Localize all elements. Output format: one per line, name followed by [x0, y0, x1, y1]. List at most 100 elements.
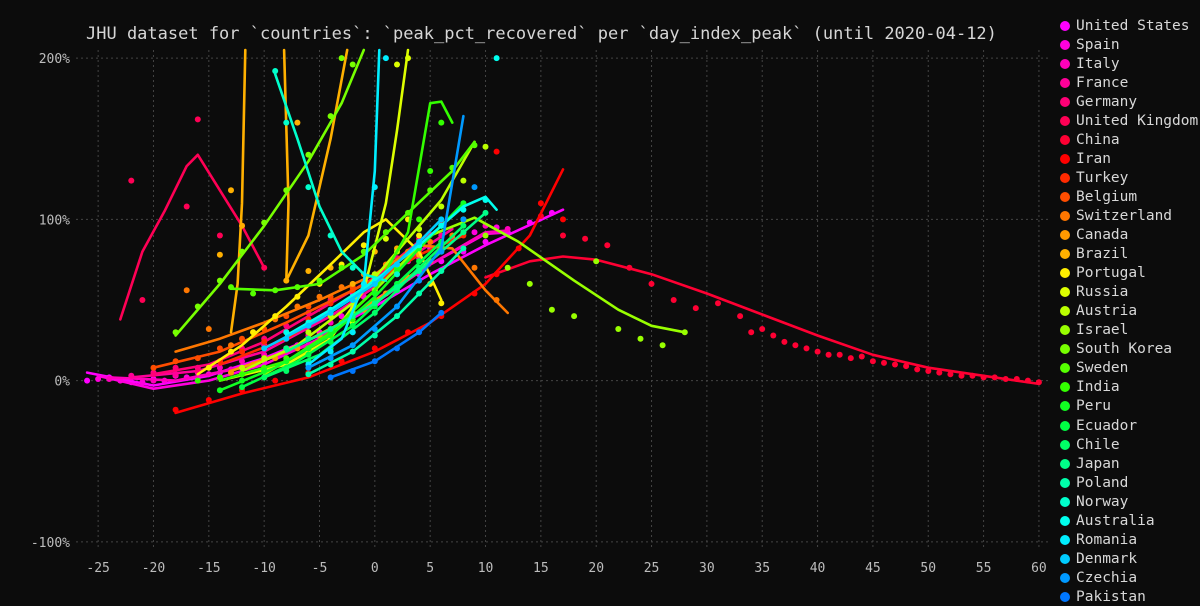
data-point	[183, 287, 190, 294]
data-point	[338, 358, 345, 365]
data-point	[836, 351, 843, 358]
data-point	[228, 187, 234, 194]
data-point	[847, 355, 854, 362]
trend-line	[229, 48, 247, 334]
data-point	[560, 232, 566, 239]
data-point	[371, 280, 378, 287]
data-point	[239, 222, 245, 229]
legend-dot-icon	[1060, 153, 1070, 164]
data-point	[349, 368, 356, 374]
legend-label: Pakistan	[1076, 588, 1146, 605]
chart-title: JHU dataset for `countries`: `peak_pct_r…	[86, 24, 997, 44]
data-point	[150, 371, 157, 378]
data-point	[382, 229, 389, 236]
data-point	[327, 113, 334, 120]
data-point	[305, 345, 312, 352]
legend-item: Italy	[1060, 54, 1198, 73]
data-point	[814, 348, 821, 355]
data-point	[515, 245, 522, 252]
data-point	[261, 219, 268, 226]
legend-dot-icon	[1060, 287, 1070, 298]
data-point	[438, 119, 445, 126]
data-point	[615, 326, 622, 332]
data-point	[482, 143, 489, 150]
legend-item: United Kingdom	[1060, 111, 1198, 130]
series-south-korea	[172, 48, 366, 337]
data-point	[548, 209, 555, 216]
data-point	[626, 264, 633, 271]
legend-dot-icon	[1060, 477, 1070, 488]
legend-label: Iran	[1076, 150, 1111, 167]
data-point	[349, 342, 356, 349]
legend-label: United States	[1076, 17, 1190, 34]
trend-line	[240, 140, 476, 373]
legend-dot-icon	[1060, 115, 1070, 126]
data-point	[316, 293, 323, 300]
data-point	[371, 300, 378, 307]
data-point	[427, 168, 434, 174]
x-tick-label: 30	[699, 561, 715, 576]
data-point	[95, 376, 102, 382]
data-point	[460, 245, 467, 252]
data-point	[416, 268, 423, 274]
legend-dot-icon	[1060, 210, 1070, 221]
legend-label: Brazil	[1076, 246, 1129, 263]
legend-label: Australia	[1076, 512, 1155, 529]
data-point	[327, 348, 334, 355]
data-point	[681, 329, 688, 336]
legend-item: Portugal	[1060, 264, 1198, 283]
x-tick-label: 35	[754, 561, 770, 576]
data-point	[1035, 379, 1042, 386]
data-point	[172, 364, 179, 371]
data-point	[327, 326, 334, 332]
legend-label: Ecuador	[1076, 417, 1138, 434]
data-point	[438, 203, 445, 210]
data-point	[250, 329, 257, 336]
data-point	[305, 151, 312, 158]
legend-item: Norway	[1060, 492, 1198, 511]
legend-label: United Kingdom	[1076, 112, 1199, 129]
y-tick-label: -100%	[31, 536, 70, 551]
legend-item: United States	[1060, 16, 1198, 35]
x-tick-label: 25	[644, 561, 660, 576]
legend-item: Pakistan	[1060, 587, 1198, 606]
data-point	[194, 377, 201, 384]
data-point	[482, 238, 489, 245]
data-point	[327, 338, 334, 345]
legend-item: Japan	[1060, 454, 1198, 473]
data-point	[803, 345, 810, 352]
legend-item: Iran	[1060, 149, 1198, 168]
legend-label: Belgium	[1076, 188, 1138, 205]
data-point	[371, 290, 378, 297]
data-point	[205, 326, 212, 332]
legend-dot-icon	[1060, 401, 1070, 412]
data-point	[349, 264, 356, 271]
legend-label: Canada	[1076, 227, 1129, 244]
data-point	[670, 297, 677, 303]
data-point	[305, 371, 312, 378]
legend-label: Chile	[1076, 436, 1120, 453]
data-point	[283, 358, 290, 365]
data-point	[460, 177, 467, 184]
x-tick-label: 10	[478, 561, 494, 576]
legend-dot-icon	[1060, 515, 1070, 526]
data-point	[471, 142, 478, 149]
data-point	[349, 329, 356, 336]
legend-label: France	[1076, 74, 1129, 91]
x-tick-label: 45	[865, 561, 881, 576]
data-point	[715, 300, 721, 307]
data-point	[504, 264, 511, 271]
legend-dot-icon	[1060, 591, 1070, 602]
legend-label: Portugal	[1076, 265, 1146, 282]
data-point	[471, 290, 478, 297]
data-point	[294, 293, 301, 300]
legend-item: Spain	[1060, 35, 1198, 54]
data-point	[360, 248, 367, 255]
data-point	[405, 329, 411, 336]
data-point	[394, 303, 400, 310]
data-point	[526, 219, 533, 226]
data-point	[283, 277, 290, 284]
data-series	[84, 48, 1042, 415]
trend-line	[273, 72, 388, 282]
data-point	[150, 364, 157, 371]
